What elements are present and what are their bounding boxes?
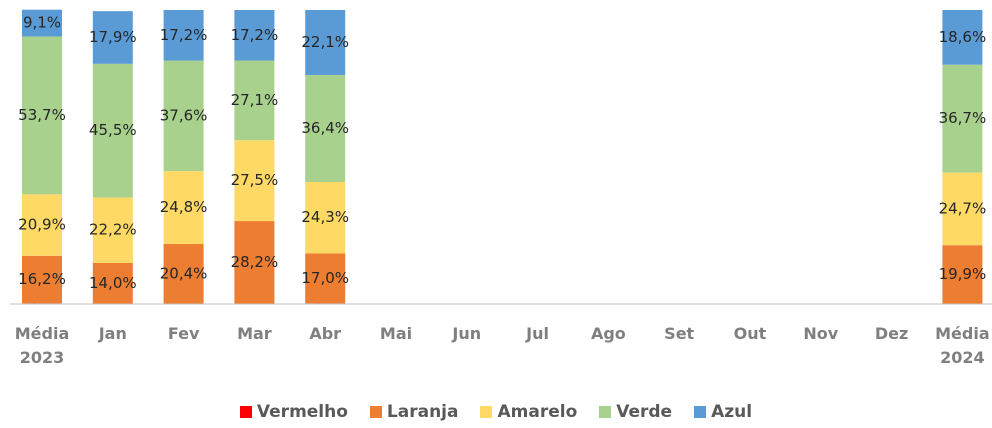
legend-label: Amarelo [497, 402, 578, 422]
bar-segment [305, 74, 346, 182]
bar-segment [234, 140, 275, 222]
x-tick-label: Jun [452, 324, 482, 343]
bar-segment [305, 253, 346, 304]
data-label: 24,7% [939, 199, 987, 217]
x-tick-label: Set [664, 324, 695, 343]
legend-item: Verde [599, 402, 672, 422]
x-tick-label: Nov [803, 324, 839, 343]
bar-segment [163, 60, 204, 172]
bar-segment [942, 10, 983, 65]
data-label: 27,1% [231, 91, 279, 109]
data-label: 53,7% [18, 106, 66, 124]
legend-label: Laranja [386, 402, 459, 422]
bar-segment [92, 197, 133, 263]
bar-segment [22, 36, 62, 195]
data-label: 9,1% [23, 14, 61, 32]
bar-segment [22, 255, 62, 304]
legend-label: Vermelho [256, 402, 348, 422]
legend-item: Laranja [369, 402, 459, 422]
bar-segment [305, 10, 346, 75]
data-label: 45,5% [89, 121, 137, 139]
data-label: 14,0% [89, 274, 137, 292]
bar-segment [92, 11, 133, 64]
legend-item: Amarelo [480, 402, 577, 422]
data-label: 17,2% [231, 26, 279, 44]
bar-segment [942, 245, 983, 304]
bar-segment [92, 63, 133, 198]
legend-item: Azul [694, 402, 752, 422]
legend-swatch [369, 406, 382, 418]
data-label: 22,1% [301, 33, 349, 51]
plot: 0,2%16,2%20,9%53,7%9,1%0,0%14,0%22,2%45,… [10, 9, 992, 307]
data-label: 36,7% [939, 109, 987, 127]
bar-segment [22, 9, 62, 37]
legend: Vermelho Laranja Amarelo Verde Azul [0, 402, 992, 422]
data-label: 22,2% [89, 221, 137, 239]
x-tick-label: Jul [526, 324, 549, 343]
bar-segment [942, 172, 983, 246]
data-label: 18,6% [939, 28, 987, 46]
legend-swatch [480, 406, 493, 418]
legend-label: Verde [616, 402, 673, 422]
data-label: 24,3% [301, 208, 349, 226]
data-label: 17,2% [160, 26, 208, 44]
data-label: 37,6% [160, 106, 208, 124]
x-tick-label: Abr [309, 324, 342, 343]
legend-swatch [694, 406, 707, 418]
bar-segment [163, 10, 204, 61]
data-label: 16,2% [18, 270, 66, 288]
legend-swatch [599, 406, 612, 418]
legend-item: Vermelho [239, 402, 348, 422]
data-label: 20,4% [160, 265, 208, 283]
data-label: 20,9% [18, 216, 66, 234]
x-tick-label: Média 2023 [14, 324, 70, 367]
bar-segment [92, 262, 133, 304]
x-tick-label: Out [733, 324, 767, 343]
x-tick-label: Ago [590, 324, 626, 343]
data-label: 24,8% [160, 198, 208, 216]
x-tick-label: Dez [874, 324, 909, 343]
bar-segment [942, 64, 983, 173]
bar-segment [163, 244, 204, 304]
data-label: 17,0% [301, 269, 349, 287]
bar-segment [234, 10, 275, 61]
bar-segment [234, 221, 275, 304]
bar-segment [234, 60, 275, 141]
legend-label: Azul [711, 402, 753, 422]
data-label: 36,4% [301, 119, 349, 137]
legend-swatch [239, 406, 252, 418]
x-tick-label: Jan [98, 324, 127, 343]
x-tick-label: Fev [167, 324, 200, 343]
bar-segment [22, 194, 62, 256]
x-tick-label: Mai [379, 324, 413, 343]
bar-segment [305, 181, 346, 254]
bar-segment [163, 171, 204, 245]
x-tick-label: Média 2024 [935, 324, 990, 367]
data-label: 28,2% [231, 253, 279, 271]
x-tick-label: Mar [237, 324, 272, 343]
data-label: 17,9% [89, 28, 137, 46]
data-label: 27,5% [231, 171, 279, 189]
data-label: 19,9% [939, 265, 987, 283]
